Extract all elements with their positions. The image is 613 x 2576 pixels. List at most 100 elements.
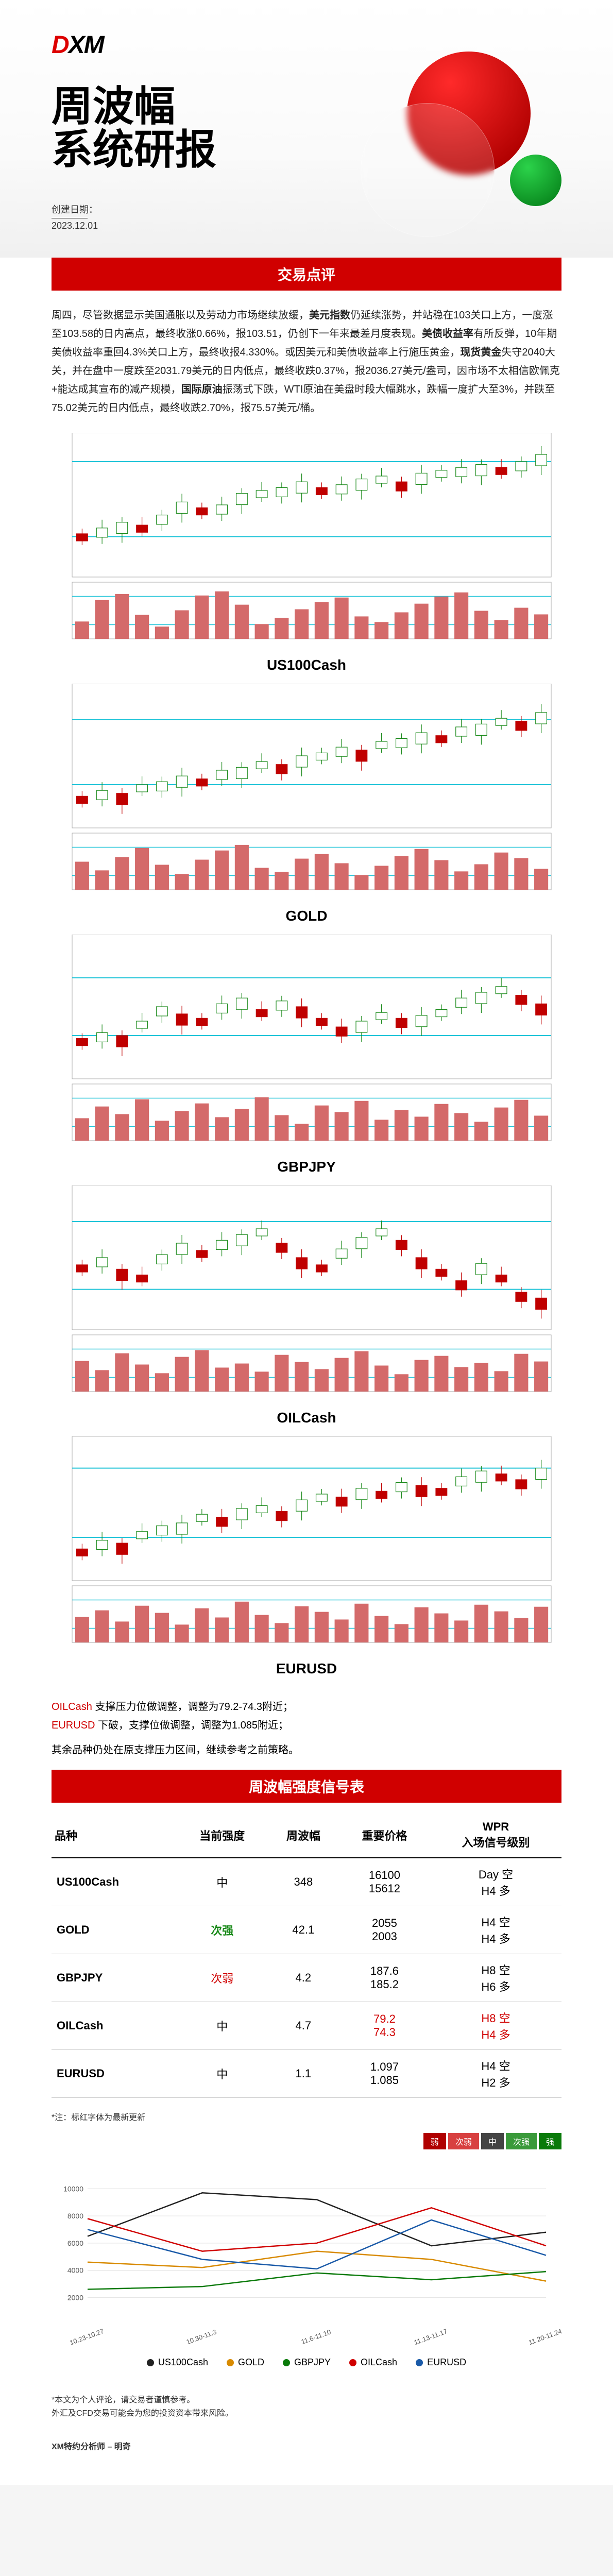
legend-label: GBPJPY <box>294 2357 331 2368</box>
strength-legend: 弱次弱中次强强 <box>0 2133 613 2165</box>
disclaimer-line1: *本文为个人评论，请交易者谨慎参考。 <box>52 2394 561 2407</box>
svg-text:10000: 10000 <box>63 2184 83 2193</box>
decor-glass-circle <box>361 103 495 237</box>
note-symbol: OILCash <box>52 1701 92 1713</box>
svg-text:11.6-11.10: 11.6-11.10 <box>300 2328 332 2346</box>
legend-dot <box>349 2359 356 2366</box>
table-cell: 中 <box>177 2050 268 2098</box>
strength-chip: 次弱 <box>448 2133 479 2149</box>
decor-green-circle <box>510 155 561 206</box>
legend-item: US100Cash <box>147 2357 208 2368</box>
strength-chip: 中 <box>481 2133 504 2149</box>
table-cell: 次弱 <box>177 1954 268 2002</box>
svg-text:11.20-11.24: 11.20-11.24 <box>527 2327 561 2346</box>
table-cell: 4.2 <box>268 1954 339 2002</box>
note-line: EURUSD 下破，支撑位做调整，调整为1.085附近； <box>52 1716 561 1735</box>
disclaimer-line2: 外汇及CFD交易可能会为您的投资资本带来风险。 <box>52 2407 561 2420</box>
strength-linechart: 2000 4000 6000 8000 10000 10.23-10.27 10.30-11… <box>0 2165 613 2383</box>
legend-item: OILCash <box>349 2357 397 2368</box>
table-cell: 中 <box>177 2002 268 2050</box>
table-row: US100Cash中3481610015612Day 空H4 多 <box>52 1858 561 1906</box>
candlestick-chart <box>52 935 561 1151</box>
table-cell: 42.1 <box>268 1906 339 1954</box>
created-label: 创建日期： <box>52 202 561 216</box>
strength-chip: 弱 <box>423 2133 446 2149</box>
signal-table: 品种当前强度周波幅重要价格WPR入场信号级别 US100Cash中3481610… <box>52 1813 561 2098</box>
footer: *本文为个人评论，请交易者谨慎参考。 外汇及CFD交易可能会为您的投资资本带来风… <box>0 2383 613 2485</box>
svg-text:10.30-11.3: 10.30-11.3 <box>185 2328 218 2346</box>
table-header: 品种 <box>52 1813 177 1858</box>
chart-block: EURUSD <box>0 1436 613 1687</box>
candlestick-chart <box>52 433 561 649</box>
chart-block: GBPJPY <box>0 935 613 1185</box>
note-text: 下破，支撑位做调整，调整为1.085附近； <box>95 1720 288 1731</box>
candlestick-chart <box>52 1185 561 1402</box>
table-cell: H8 空H4 多 <box>430 2002 561 2050</box>
candlestick-chart <box>52 684 561 900</box>
svg-text:11.13-11.17: 11.13-11.17 <box>413 2327 449 2346</box>
legend-dot <box>283 2359 290 2366</box>
table-cell: H4 空H2 多 <box>430 2050 561 2098</box>
commentary-body: 周四，尽管数据显示美国通胀以及劳动力市场继续放缓，美元指数仍延续涨势，并站稳在1… <box>0 291 613 433</box>
legend-item: GBPJPY <box>283 2357 331 2368</box>
header: DXM 周波幅 系统研报 创建日期： 2023.12.01 <box>0 0 613 258</box>
table-cell: 1610015612 <box>339 1858 430 1906</box>
linechart-legend: US100Cash GOLD GBPJPY OILCash EURUSD <box>52 2357 561 2368</box>
logo-black-part: XM <box>69 31 104 59</box>
legend-dot <box>416 2359 423 2366</box>
table-header: 重要价格 <box>339 1813 430 1858</box>
table-cell: 中 <box>177 1858 268 1906</box>
chart-label: EURUSD <box>52 1660 561 1677</box>
table-header: 当前强度 <box>177 1813 268 1858</box>
legend-label: EURUSD <box>427 2357 466 2368</box>
svg-text:6000: 6000 <box>67 2239 83 2247</box>
table-cell: Day 空H4 多 <box>430 1858 561 1906</box>
chart-label: OILCash <box>52 1410 561 1426</box>
note-line: 其余品种仍处在原支撑压力区间，继续参考之前策略。 <box>52 1741 561 1759</box>
chart-block: US100Cash <box>0 433 613 684</box>
note-line: OILCash 支撑压力位做调整，调整为79.2-74.3附近； <box>52 1698 561 1716</box>
table-title: 周波幅强度信号表 <box>52 1770 561 1803</box>
strength-chip: 强 <box>539 2133 561 2149</box>
table-cell: GBPJPY <box>52 1954 177 2002</box>
table-cell: 348 <box>268 1858 339 1906</box>
table-cell: GOLD <box>52 1906 177 1954</box>
table-cell: 次强 <box>177 1906 268 1954</box>
table-header: 周波幅 <box>268 1813 339 1858</box>
table-cell: 4.7 <box>268 2002 339 2050</box>
legend-label: US100Cash <box>158 2357 208 2368</box>
table-cell: H4 空H4 多 <box>430 1906 561 1954</box>
legend-item: EURUSD <box>416 2357 466 2368</box>
table-row: GOLD次强42.120552003H4 空H4 多 <box>52 1906 561 1954</box>
note-text: 支撑压力位做调整，调整为79.2-74.3附近； <box>92 1701 293 1713</box>
chart-label: GBPJPY <box>52 1159 561 1175</box>
table-cell: 79.274.3 <box>339 2002 430 2050</box>
legend-label: OILCash <box>361 2357 397 2368</box>
table-cell: H8 空H6 多 <box>430 1954 561 2002</box>
chart-label: US100Cash <box>52 657 561 673</box>
legend-label: GOLD <box>238 2357 264 2368</box>
chart-block: OILCash <box>0 1185 613 1436</box>
candlestick-chart <box>52 1436 561 1653</box>
adjustment-notes: OILCash 支撑压力位做调整，调整为79.2-74.3附近；EURUSD 下… <box>0 1687 613 1770</box>
legend-dot <box>227 2359 234 2366</box>
svg-text:8000: 8000 <box>67 2212 83 2220</box>
table-cell: 1.0971.085 <box>339 2050 430 2098</box>
note-text: 其余品种仍处在原支撑压力区间，继续参考之前策略。 <box>52 1744 299 1756</box>
table-row: EURUSD中1.11.0971.085H4 空H2 多 <box>52 2050 561 2098</box>
table-cell: 187.6185.2 <box>339 1954 430 2002</box>
table-cell: OILCash <box>52 2002 177 2050</box>
svg-text:4000: 4000 <box>67 2266 83 2275</box>
table-row: OILCash中4.779.274.3H8 空H4 多 <box>52 2002 561 2050</box>
svg-text:10.23-10.27: 10.23-10.27 <box>69 2327 105 2347</box>
legend-dot <box>147 2359 154 2366</box>
table-cell: 20552003 <box>339 1906 430 1954</box>
strength-chip: 次强 <box>506 2133 537 2149</box>
table-footnote: *注：标红字体为最新更新 <box>0 2108 613 2133</box>
table-row: GBPJPY次弱4.2187.6185.2H8 空H6 多 <box>52 1954 561 2002</box>
svg-text:2000: 2000 <box>67 2293 83 2301</box>
created-date: 2023.12.01 <box>52 221 561 231</box>
analyst-signature: XM特约分析师 – 明奇 <box>52 2441 561 2454</box>
table-cell: EURUSD <box>52 2050 177 2098</box>
table-cell: US100Cash <box>52 1858 177 1906</box>
